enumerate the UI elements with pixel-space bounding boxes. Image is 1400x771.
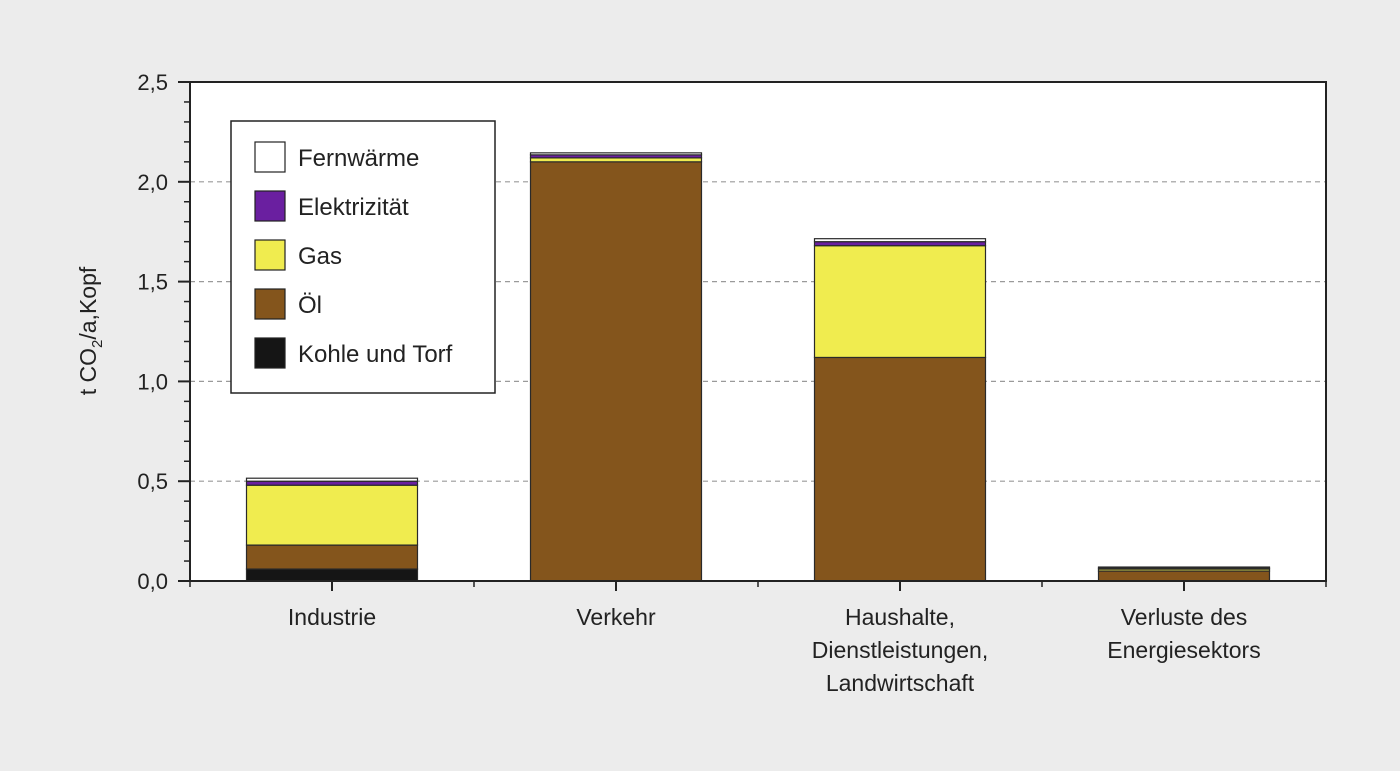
x-category-label-line: Verkehr	[576, 604, 656, 630]
y-tick-label: 1,0	[137, 369, 168, 394]
y-axis-label-text: t CO	[75, 348, 101, 395]
y-tick-label: 0,5	[137, 469, 168, 494]
bar-segment	[813, 356, 987, 582]
x-category-label: Verkehr	[576, 604, 656, 630]
x-category-label: Industrie	[288, 604, 376, 630]
bar-segment	[529, 161, 703, 582]
x-category-label-line: Industrie	[288, 604, 376, 630]
legend-label: Fernwärme	[298, 145, 419, 172]
legend-swatch	[254, 337, 286, 369]
y-tick-label: 2,0	[137, 170, 168, 195]
x-category-label-line: Energiesektors	[1107, 637, 1260, 663]
legend-swatch	[254, 190, 286, 222]
x-category-label: Verluste des Energiesektors	[1107, 604, 1260, 663]
x-category-label-line: Verluste des	[1121, 604, 1248, 630]
legend-label: Öl	[298, 292, 322, 319]
y-tick-label: 0,0	[137, 569, 168, 594]
x-category-label-line: Dienstleistungen,	[812, 637, 988, 663]
bar-segment	[245, 484, 419, 546]
y-tick-label: 2,5	[137, 70, 168, 95]
bar-segment	[813, 238, 987, 243]
y-axis-label-subscript: 2	[89, 340, 106, 348]
bar-segment	[813, 245, 987, 359]
bar-segment	[245, 477, 419, 482]
y-axis-label: t CO2/a,Kopf	[75, 266, 106, 395]
bar-segment	[1097, 570, 1271, 582]
y-tick-label: 1,5	[137, 270, 168, 295]
bar-segment	[245, 568, 419, 582]
legend-swatch	[254, 239, 286, 271]
bar-segment	[1097, 566, 1271, 569]
bar-segment	[529, 152, 703, 156]
y-axis-label-suffix: /a,Kopf	[75, 266, 101, 339]
legend-label: Kohle und Torf	[298, 341, 453, 368]
x-category-label-line: Haushalte,	[845, 604, 955, 630]
x-category-label: Haushalte, Dienstleistungen, Landwirtschaf…	[812, 604, 988, 696]
bar-segment	[245, 544, 419, 570]
legend-swatch	[254, 288, 286, 320]
legend-swatch	[254, 141, 286, 173]
legend-label: Gas	[298, 243, 342, 270]
x-category-label-line: Landwirtschaft	[826, 670, 975, 696]
legend-label: Elektrizität	[298, 194, 409, 221]
